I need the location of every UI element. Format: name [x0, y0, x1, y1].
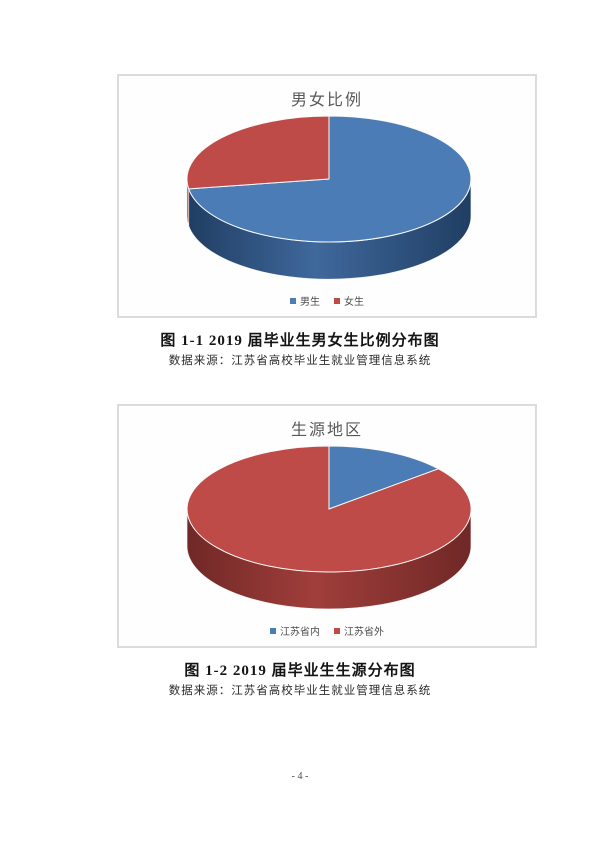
legend-swatch [290, 297, 296, 304]
chart-frame-gender: 男女比例 男生 女生 [117, 74, 537, 318]
legend-label: 江苏省外 [344, 627, 384, 638]
legend-swatch [334, 297, 340, 304]
legend-swatch [334, 627, 340, 634]
pie-chart-gender [186, 115, 472, 280]
legend-label: 女生 [344, 297, 364, 308]
chart-frame-region: 生源地区 江苏省内 江苏省外 [117, 404, 537, 648]
page-number: - 4 - [291, 771, 309, 782]
figure-source: 数据来源：江苏省高校毕业生就业管理信息系统 [168, 355, 432, 367]
legend-label: 男生 [300, 297, 320, 308]
legend-item: 男生 [290, 293, 320, 308]
legend-label: 江苏省内 [280, 627, 320, 638]
legend-item: 江苏省内 [270, 623, 320, 638]
figure-caption: 图 1-1 2019 届毕业生男女生比例分布图 [160, 333, 440, 349]
legend-item: 女生 [334, 293, 364, 308]
legend-item: 江苏省外 [334, 623, 384, 638]
legend-swatch [270, 627, 276, 634]
chart-legend: 男生 女生 [119, 293, 535, 308]
chart-title: 生源地区 [290, 422, 363, 439]
chart-legend: 江苏省内 江苏省外 [119, 623, 535, 638]
figure-caption: 图 1-2 2019 届毕业生生源分布图 [184, 663, 416, 679]
figure-source: 数据来源：江苏省高校毕业生就业管理信息系统 [168, 685, 432, 697]
pie-chart-region [186, 445, 472, 610]
chart-title: 男女比例 [290, 92, 363, 109]
